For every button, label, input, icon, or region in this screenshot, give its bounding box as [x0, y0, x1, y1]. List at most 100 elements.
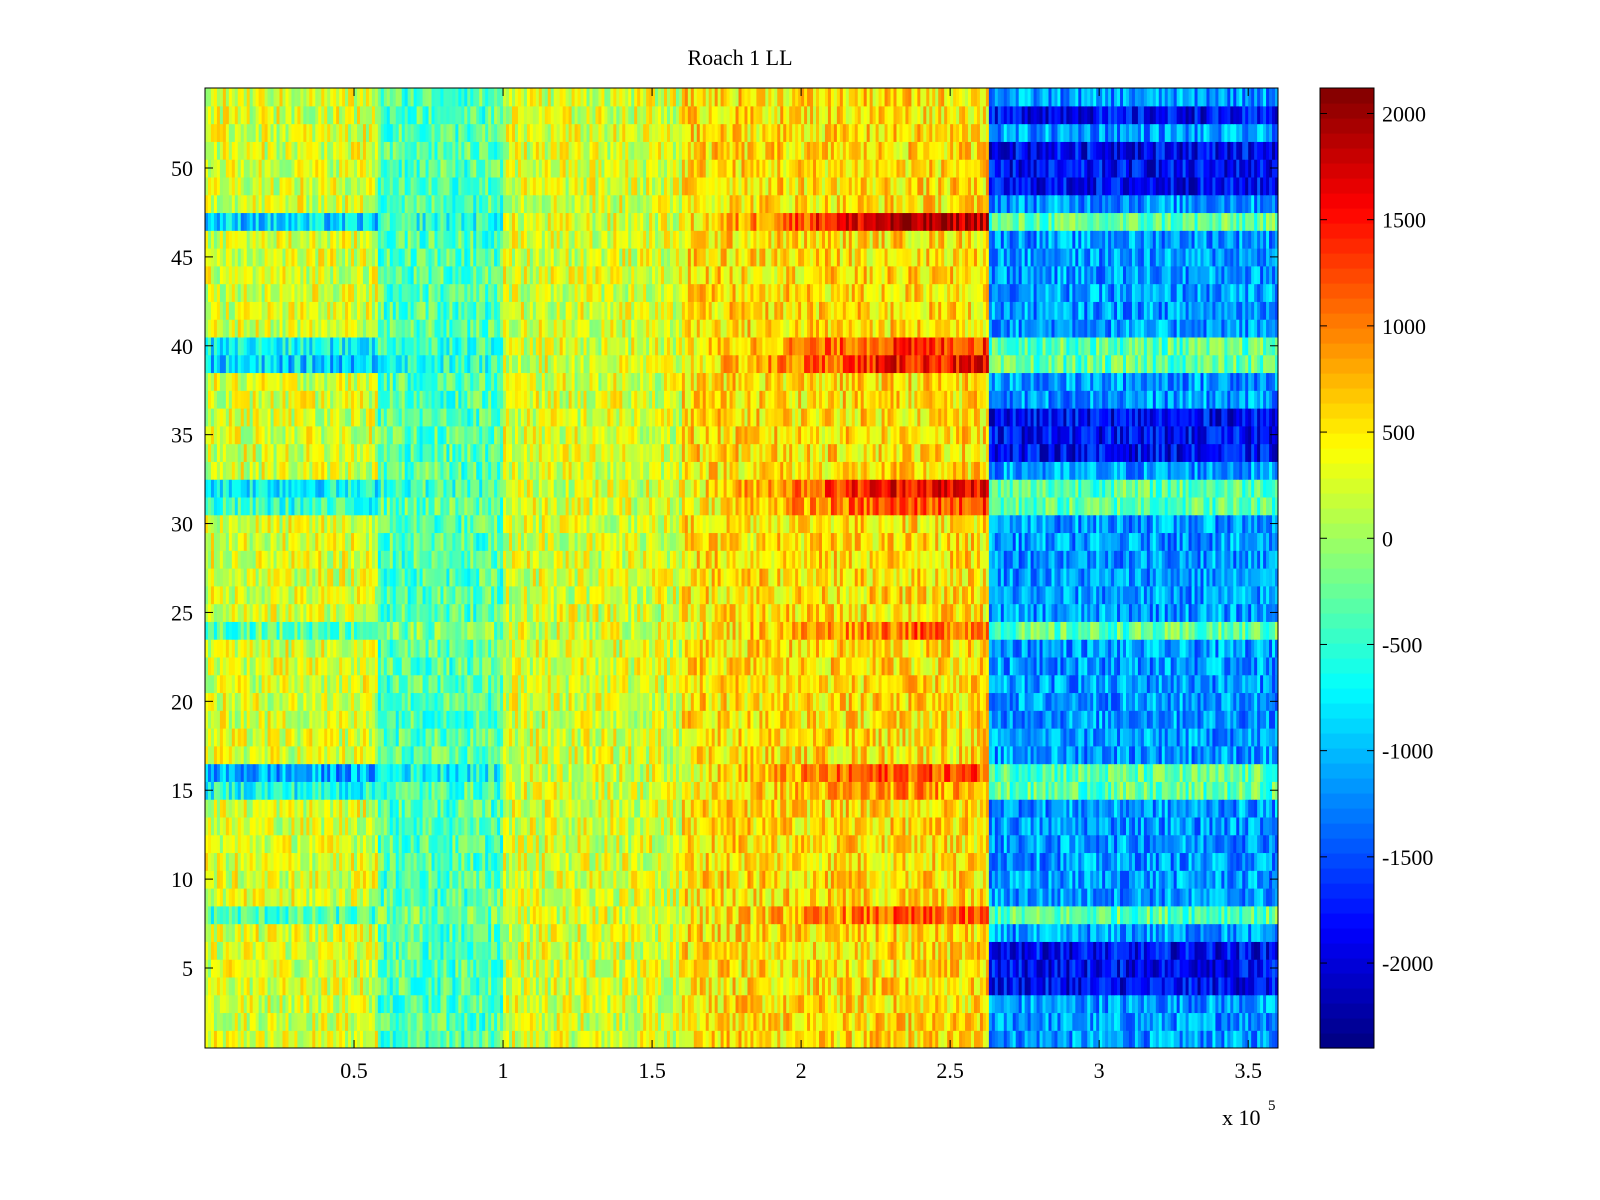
heatmap-cell — [1048, 1030, 1053, 1048]
heatmap-cell — [789, 1030, 793, 1048]
heatmap-cell — [729, 1012, 734, 1031]
heatmap-cell — [1030, 1012, 1035, 1031]
heatmap-cell — [1152, 1030, 1157, 1048]
heatmap-cell — [732, 1012, 737, 1031]
heatmap-cell — [237, 1030, 242, 1048]
heatmap-cell — [920, 1012, 924, 1031]
heatmap-cell — [243, 994, 248, 1014]
heatmap-cell — [264, 1012, 269, 1031]
heatmap-cell — [267, 1012, 272, 1031]
heatmap-cell — [368, 1030, 373, 1048]
heatmap-cell — [470, 1030, 474, 1048]
heatmap-cell — [1263, 1012, 1267, 1031]
heatmap-cell — [550, 1030, 555, 1048]
heatmap-cell — [354, 994, 358, 1014]
heatmap-cell — [1230, 1012, 1234, 1031]
heatmap-cell — [276, 1012, 281, 1031]
heatmap-cell — [279, 1012, 284, 1031]
heatmap-cell — [219, 1030, 224, 1048]
heatmap-cell — [810, 1030, 814, 1048]
heatmap-cell — [270, 1012, 275, 1031]
heatmap-cell — [759, 1030, 763, 1048]
heatmap-cell — [556, 1012, 561, 1031]
heatmap-cell — [991, 1030, 996, 1048]
heatmap-cell — [1117, 1030, 1121, 1048]
heatmap-cell — [634, 1012, 638, 1031]
heatmap-cell — [750, 1012, 755, 1031]
heatmap-cell — [1215, 1012, 1219, 1031]
heatmap-cell — [598, 1012, 603, 1031]
heatmap-cell — [345, 1012, 349, 1031]
heatmap-cell — [1003, 1030, 1008, 1048]
heatmap-cell — [917, 1012, 921, 1031]
heatmap-cell — [646, 1012, 650, 1031]
heatmap-cell — [979, 1030, 984, 1048]
heatmap-cell — [395, 994, 400, 1014]
heatmap-cell — [517, 1012, 522, 1031]
heatmap-cell — [637, 1012, 641, 1031]
heatmap-cell — [1266, 1012, 1270, 1031]
heatmap-cell — [860, 1012, 865, 1031]
heatmap-cell — [1185, 1012, 1190, 1031]
heatmap-cell — [547, 1030, 552, 1048]
heatmap-cell — [300, 994, 304, 1014]
heatmap-cell — [1096, 1012, 1100, 1031]
heatmap-cell — [1006, 1030, 1011, 1048]
heatmap-cell — [896, 1030, 901, 1048]
heatmap-cell — [640, 1012, 644, 1031]
heatmap-cell — [783, 1030, 787, 1048]
heatmap-cell — [1236, 1030, 1240, 1048]
heatmap-cell — [1194, 1012, 1199, 1031]
heatmap-cell — [1134, 1012, 1139, 1031]
heatmap-cell — [359, 994, 364, 1014]
heatmap-cell — [1090, 1030, 1094, 1048]
heatmap-cell — [1078, 1012, 1082, 1031]
heatmap-cell — [619, 1030, 623, 1048]
heatmap-cell — [213, 994, 218, 1014]
heatmap-cell — [291, 1012, 296, 1031]
heatmap-cell — [1209, 1030, 1214, 1048]
heatmap-cell — [607, 1012, 611, 1031]
heatmap-cell — [1203, 1030, 1208, 1048]
heatmap-cell — [342, 994, 346, 1014]
heatmap-cell — [389, 1030, 394, 1048]
heatmap-cell — [1230, 1030, 1234, 1048]
heatmap-cell — [258, 1012, 263, 1031]
heatmap-cell — [222, 994, 227, 1014]
heatmap-cell — [371, 1012, 376, 1031]
heatmap-cell — [616, 1012, 620, 1031]
heatmap-cell — [398, 1012, 403, 1031]
heatmap-cell — [270, 994, 275, 1014]
heatmap-cell — [509, 1030, 513, 1048]
heatmap-cell — [351, 1030, 355, 1048]
heatmap-cell — [1027, 1030, 1032, 1048]
heatmap-cell — [416, 994, 421, 1014]
heatmap-cell — [491, 1030, 495, 1048]
heatmap-cell — [428, 1030, 433, 1048]
heatmap-cell — [324, 1012, 328, 1031]
heatmap-cell — [336, 994, 340, 1014]
heatmap-cell — [693, 1012, 698, 1031]
heatmap-cell — [389, 994, 394, 1014]
heatmap-cell — [628, 1030, 632, 1048]
heatmap-cell — [252, 1030, 257, 1048]
heatmap-cell — [1075, 1030, 1079, 1048]
heatmap-cell — [702, 1030, 707, 1048]
heatmap-cell — [425, 1012, 430, 1031]
heatmap-cell — [574, 1030, 579, 1048]
heatmap-cell — [380, 1030, 385, 1048]
heatmap-cell — [205, 1012, 209, 1031]
heatmap-cell — [827, 1012, 832, 1031]
heatmap-cell — [780, 1012, 784, 1031]
heatmap-cell — [1212, 1030, 1217, 1048]
heatmap-cell — [491, 1012, 495, 1031]
heatmap-cell — [669, 1030, 674, 1048]
heatmap-cell — [449, 1012, 453, 1031]
heatmap-cell — [339, 994, 343, 1014]
heatmap-cell — [532, 1012, 537, 1031]
heatmap-cell — [908, 1030, 912, 1048]
heatmap-cell — [747, 1012, 752, 1031]
heatmap-cell — [205, 1030, 209, 1048]
heatmap-cell — [747, 1030, 752, 1048]
